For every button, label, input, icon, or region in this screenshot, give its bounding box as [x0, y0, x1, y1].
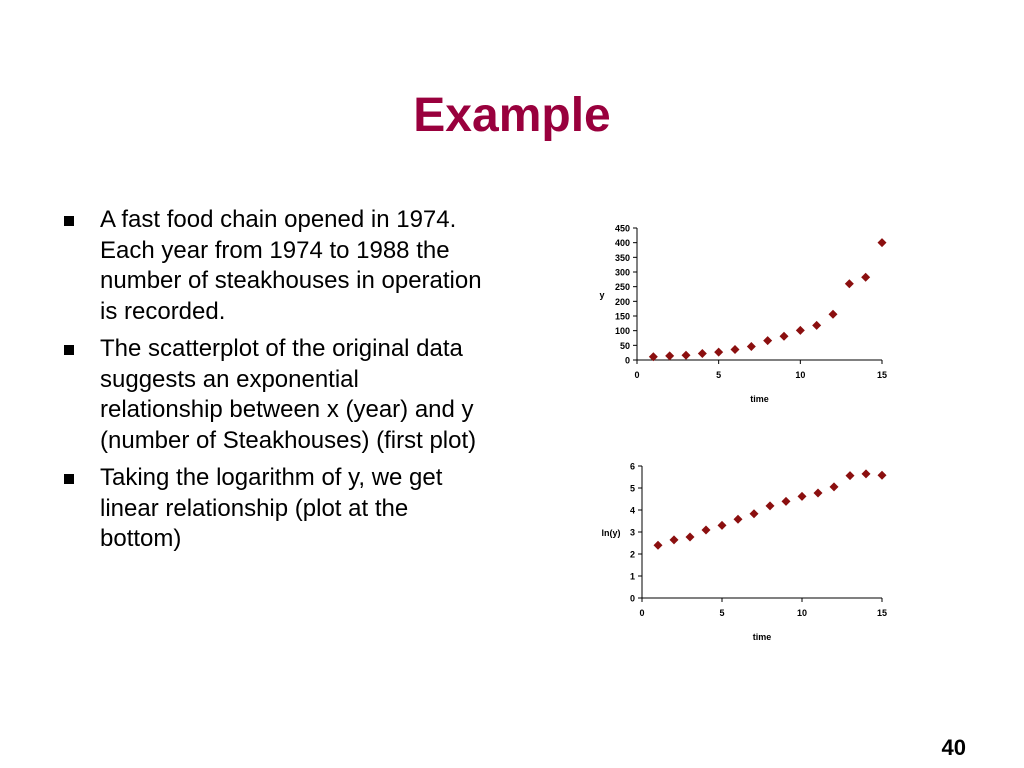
x-tick-label: 0 — [639, 608, 644, 618]
data-point-marker — [681, 350, 691, 360]
x-axis-label: time — [753, 632, 772, 642]
data-point-marker — [829, 482, 839, 492]
y-tick-label: 2 — [630, 550, 635, 560]
y-tick-label: 100 — [615, 326, 630, 336]
bullet-item: A fast food chain opened in 1974. Each y… — [58, 205, 488, 327]
data-point-marker — [665, 351, 675, 361]
bullet-list: A fast food chain opened in 1974. Each y… — [58, 205, 488, 562]
data-point-marker — [861, 272, 871, 282]
y-tick-label: 4 — [630, 506, 635, 516]
data-point-marker — [701, 525, 711, 535]
data-point-marker — [733, 514, 743, 524]
bullet-text: The scatterplot of the original data sug… — [100, 335, 477, 454]
x-tick-label: 5 — [716, 370, 721, 380]
data-point-marker — [797, 491, 807, 501]
bullet-text: Taking the logarithm of y, we get linear… — [100, 464, 443, 552]
y-tick-label: 50 — [620, 341, 630, 351]
data-point-marker — [746, 342, 756, 352]
data-point-marker — [844, 279, 854, 289]
y-tick-label: 400 — [615, 238, 630, 248]
y-tick-label: 3 — [630, 528, 635, 538]
scatter-chart-log: 0 1 2 3 4 5 6 0 5 10 15 time ln(y) — [592, 458, 902, 648]
bullet-text: A fast food chain opened in 1974. Each y… — [100, 206, 482, 325]
y-tick-label: 5 — [630, 484, 635, 494]
square-bullet-icon — [64, 345, 74, 355]
x-tick-label: 0 — [634, 370, 639, 380]
y-tick-label: 150 — [615, 312, 630, 322]
data-point-marker — [697, 349, 707, 359]
y-tick-label: 0 — [630, 594, 635, 604]
data-point-marker — [717, 520, 727, 530]
data-point-marker — [845, 471, 855, 481]
y-tick-label: 6 — [630, 462, 635, 472]
square-bullet-icon — [64, 474, 74, 484]
data-point-marker — [669, 535, 679, 545]
data-point-marker — [730, 344, 740, 354]
data-point-marker — [749, 509, 759, 519]
x-tick-label: 15 — [877, 608, 887, 618]
data-point-marker — [765, 501, 775, 511]
y-tick-label: 200 — [615, 297, 630, 307]
scatter-svg: 0 50 100 150 200 250 300 350 400 450 0 5 10 15 time y — [599, 224, 887, 405]
y-tick-label: 0 — [625, 356, 630, 366]
x-tick-label: 5 — [719, 608, 724, 618]
data-point-marker — [779, 331, 789, 341]
x-tick-label: 10 — [795, 370, 805, 380]
y-tick-label: 250 — [615, 282, 630, 292]
y-tick-label: 350 — [615, 253, 630, 263]
page-number: 40 — [941, 735, 966, 760]
data-point-marker — [812, 320, 822, 330]
data-point-marker — [795, 325, 805, 335]
y-axis-label: ln(y) — [602, 528, 621, 538]
y-axis-label: y — [599, 290, 604, 300]
x-axis-label: time — [750, 394, 769, 404]
y-tick-label: 450 — [615, 224, 630, 234]
data-point-marker — [877, 470, 887, 480]
data-point-marker — [653, 540, 663, 550]
data-point-marker — [685, 532, 695, 542]
data-point-marker — [877, 238, 887, 248]
scatter-svg: 0 1 2 3 4 5 6 0 5 10 15 time ln(y) — [602, 462, 888, 643]
data-point-marker — [828, 309, 838, 319]
bullet-item: The scatterplot of the original data sug… — [58, 334, 488, 456]
x-tick-label: 10 — [797, 608, 807, 618]
scatter-chart-original: 0 50 100 150 200 250 300 350 400 450 0 5 10 15 time y — [592, 220, 902, 410]
x-tick-label: 15 — [877, 370, 887, 380]
data-point-marker — [781, 496, 791, 506]
slide-title: Example — [413, 89, 611, 142]
data-point-marker — [861, 469, 871, 479]
data-point-marker — [648, 352, 658, 362]
data-point-marker — [763, 336, 773, 346]
y-tick-label: 300 — [615, 268, 630, 278]
square-bullet-icon — [64, 216, 74, 226]
y-tick-label: 1 — [630, 572, 635, 582]
data-point-marker — [714, 347, 724, 357]
bullet-item: Taking the logarithm of y, we get linear… — [58, 463, 488, 555]
data-point-marker — [813, 488, 823, 498]
